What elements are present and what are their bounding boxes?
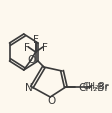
Text: O: O: [27, 54, 35, 64]
Text: N: N: [25, 82, 33, 92]
Text: CH₂Br: CH₂Br: [78, 82, 108, 92]
Text: F: F: [41, 43, 47, 53]
Text: F: F: [32, 35, 38, 45]
Text: O: O: [47, 95, 55, 105]
Text: CH₂Br: CH₂Br: [81, 82, 108, 91]
Text: F: F: [23, 43, 29, 53]
